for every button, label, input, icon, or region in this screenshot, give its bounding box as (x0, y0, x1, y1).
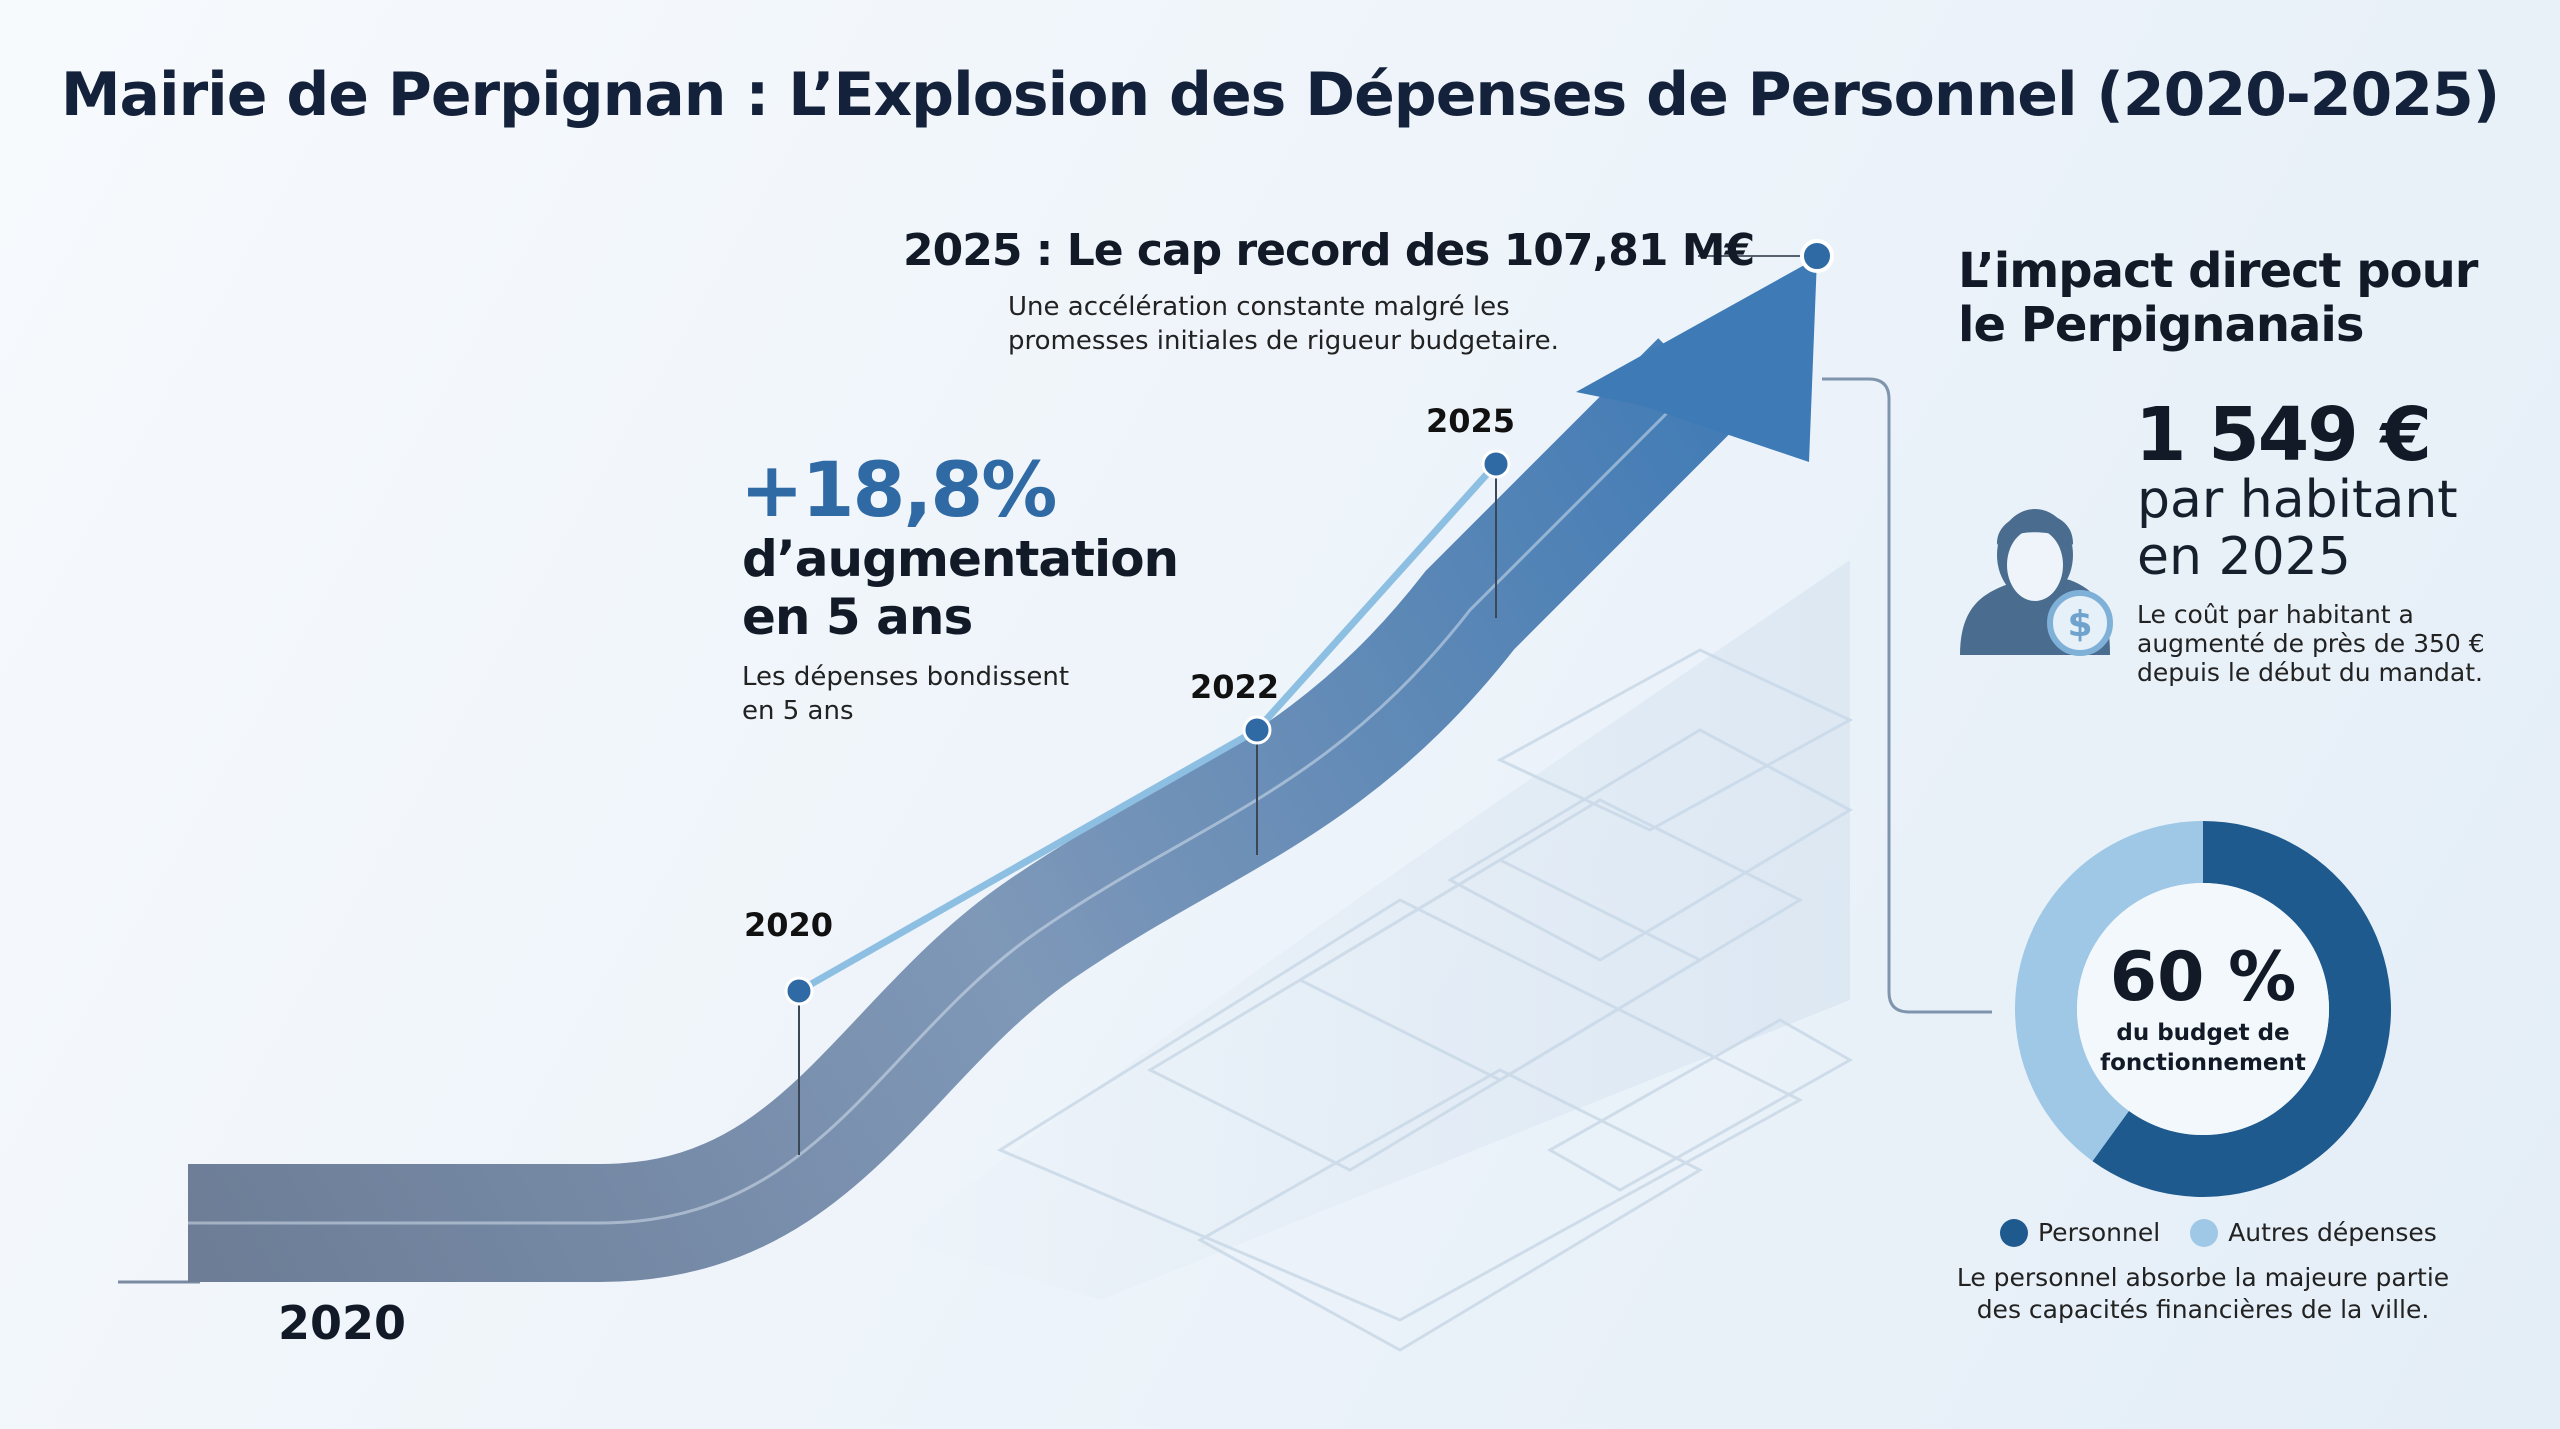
timeline-label-2025: 2025 (1426, 402, 1516, 440)
growth-subtext: Les dépenses bondissent en 5 ans (742, 660, 1069, 728)
per-capita-label-line: par habitant (2137, 470, 2458, 530)
impact-heading-line: le Perpignanais (1958, 297, 2364, 353)
donut-slice-personnel (2092, 821, 2391, 1197)
donut-hole (2077, 883, 2329, 1135)
record-subtitle-line: Une accélération constante malgré les (1008, 292, 1510, 322)
base-year-label: 2020 (278, 1296, 407, 1350)
record-subtitle: Une accélération constante malgré les pr… (1008, 290, 1559, 358)
donut-chart (2015, 821, 2391, 1197)
donut-legend: Personnel Autres dépenses (2000, 1218, 2437, 1247)
impact-heading-line: L’impact direct pour (1958, 243, 2478, 299)
growth-percentage: +18,8% (740, 445, 1057, 534)
donut-center-value: 60 % (2109, 938, 2297, 1017)
timeline-point-2022 (1242, 715, 1272, 745)
impact-heading: L’impact direct pour le Perpignanais (1958, 243, 2478, 353)
per-capita-note-line: Le coût par habitant a (2137, 600, 2414, 629)
legend-label: Autres dépenses (2228, 1218, 2437, 1247)
per-capita-note-line: depuis le début du mandat. (2137, 658, 2483, 687)
legend-swatch (2190, 1218, 2219, 1247)
timeline-label-2022: 2022 (1190, 668, 1280, 706)
per-capita-note: Le coût par habitant a augmenté de près … (2137, 600, 2485, 687)
growth-subtext-line: Les dépenses bondissent (742, 662, 1070, 692)
svg-text:$: $ (2067, 604, 2092, 645)
per-capita-label: par habitant en 2025 (2137, 472, 2458, 586)
page-title: Mairie de Perpignan : L’Explosion des Dé… (60, 60, 2500, 130)
record-headline: 2025 : Le cap record des 107,81 M€ (903, 225, 1755, 276)
growth-subtext-line: en 5 ans (742, 696, 854, 726)
growth-label-line: d’augmentation (742, 530, 1179, 588)
timeline-point-2020 (784, 976, 814, 1006)
connector-line (1822, 377, 1992, 1014)
donut-caption: Le personnel absorbe la majeure partie d… (1903, 1262, 2503, 1326)
record-point (1800, 239, 1834, 273)
per-capita-label-line: en 2025 (2137, 527, 2351, 587)
donut-caption-line: Le personnel absorbe la majeure partie (1956, 1263, 2450, 1292)
legend-item-personnel: Personnel (2000, 1218, 2160, 1247)
growth-arrow-center-line (188, 378, 1702, 1225)
per-capita-note-line: augmenté de près de 350 € (2137, 629, 2485, 658)
timeline-label-2020: 2020 (744, 906, 834, 944)
donut-center-label-line: fonctionnement (2100, 1050, 2306, 1076)
donut-caption-line: des capacités financières de la ville. (1976, 1295, 2430, 1324)
donut-slice-autres (2015, 821, 2203, 1162)
growth-label-line: en 5 ans (742, 588, 973, 646)
per-capita-amount: 1 549 € (2135, 392, 2432, 478)
legend-swatch (2000, 1218, 2028, 1247)
growth-label: d’augmentation en 5 ans (742, 530, 1179, 646)
legend-label: Personnel (2038, 1218, 2161, 1247)
legend-item-autres: Autres dépenses (2190, 1218, 2437, 1247)
dollar-coin-icon: $ (2047, 590, 2113, 656)
donut-center-label: du budget de fonctionnement (2053, 1018, 2353, 1078)
record-subtitle-line: promesses initiales de rigueur budgetair… (1008, 326, 1559, 356)
growth-arrow-head (1576, 258, 1817, 462)
donut-center-label-line: du budget de (2116, 1020, 2290, 1046)
timeline-point-2025 (1481, 449, 1511, 479)
